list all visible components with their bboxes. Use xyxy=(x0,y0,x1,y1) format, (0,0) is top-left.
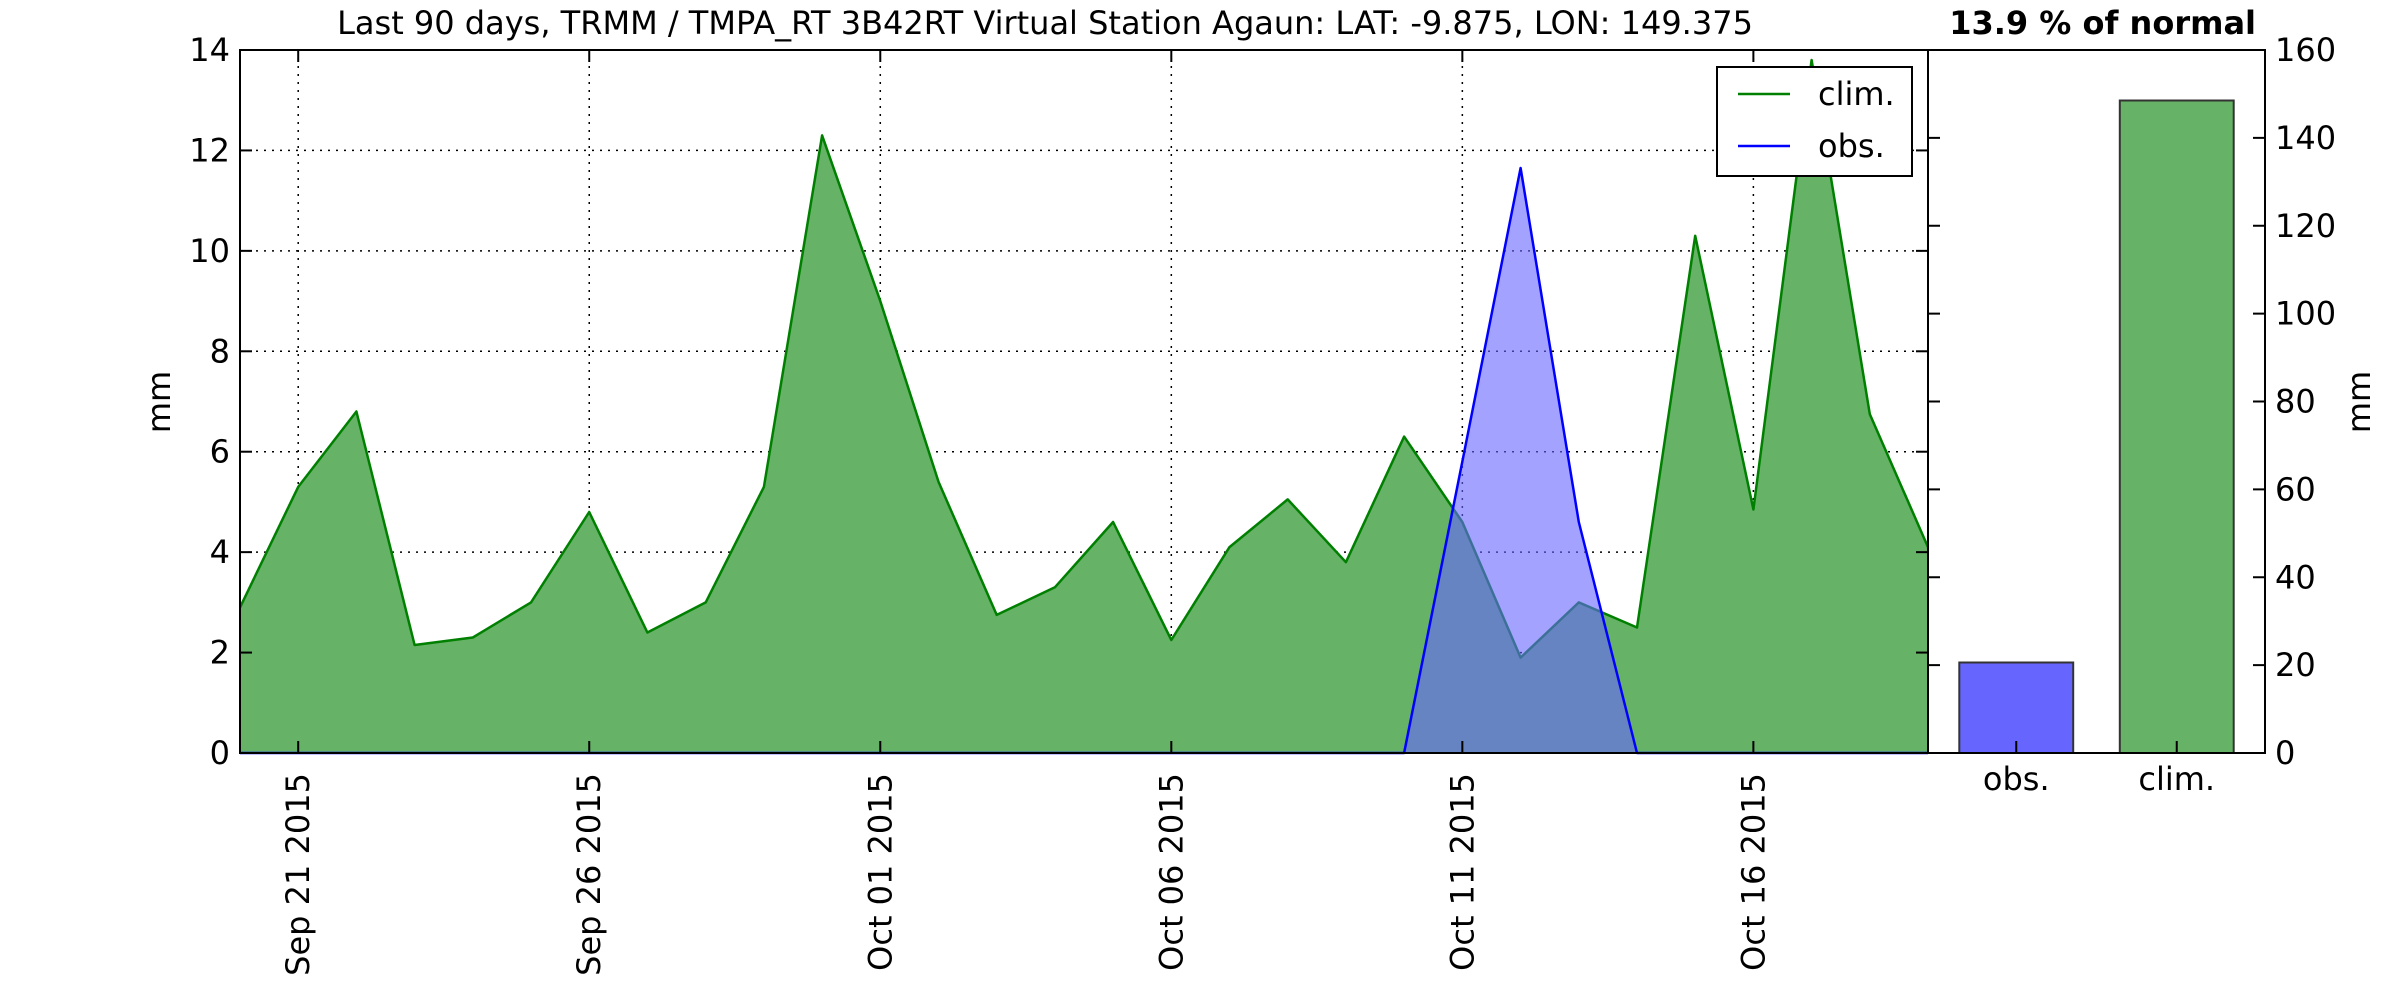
legend-box xyxy=(1716,66,1913,177)
main-x-tick-label: Oct 06 2015 xyxy=(1152,773,1190,971)
main-x-tick-label: Sep 21 2015 xyxy=(279,773,317,976)
side-y-tick-label: 40 xyxy=(2275,558,2316,596)
legend-clim-label: clim. xyxy=(1818,75,1895,113)
main-y-tick-label: 8 xyxy=(210,332,230,370)
main-y-tick-label: 6 xyxy=(210,433,230,471)
side-chart-bars xyxy=(1958,99,2235,754)
main-y-tick-label: 0 xyxy=(210,734,230,772)
legend: clim. obs. xyxy=(1716,66,1913,177)
main-y-tick-label: 4 xyxy=(210,533,230,571)
side-x-tick-label: obs. xyxy=(1983,760,2050,798)
side-y-tick-label: 120 xyxy=(2275,207,2336,245)
main-y-tick-label: 10 xyxy=(189,232,230,270)
side-x-tick-label: clim. xyxy=(2138,760,2215,798)
main-x-tick-label: Sep 26 2015 xyxy=(570,773,608,976)
main-chart-title: Last 90 days, TRMM / TMPA_RT 3B42RT Virt… xyxy=(337,4,1753,42)
main-y-tick-label: 12 xyxy=(189,131,230,169)
side-chart-y-label: mm xyxy=(2340,371,2378,433)
side-y-tick-label: 80 xyxy=(2275,383,2316,421)
side-y-tick-label: 100 xyxy=(2275,295,2336,333)
side-y-tick-label: 20 xyxy=(2275,646,2316,684)
series-0-area xyxy=(240,60,1928,753)
series-1-area xyxy=(240,168,1928,753)
side-chart-title: 13.9 % of normal xyxy=(1949,4,2256,42)
side-y-tick-label: 160 xyxy=(2275,31,2336,69)
main-chart-series xyxy=(238,58,1930,755)
main-y-tick-label: 2 xyxy=(210,634,230,672)
side-y-tick-label: 0 xyxy=(2275,734,2295,772)
bar-obs xyxy=(1958,661,2075,754)
main-chart-y-axis: 0 2 4 6 8 10 12 14 xyxy=(189,31,1928,772)
side-y-tick-label: 60 xyxy=(2275,470,2316,508)
main-x-tick-label: Oct 11 2015 xyxy=(1443,773,1481,971)
main-x-tick-label: Oct 01 2015 xyxy=(861,773,899,971)
main-chart-y-label: mm xyxy=(140,371,178,433)
main-x-tick-label: Oct 16 2015 xyxy=(1734,773,1772,971)
bar-clim xyxy=(2118,99,2235,754)
main-y-tick-label: 14 xyxy=(189,31,230,69)
main-chart-x-axis: Sep 21 2015 Sep 26 2015 Oct 01 2015 Oct 06 … xyxy=(279,50,1772,976)
side-chart-x-axis: obs. clim. xyxy=(1983,741,2215,798)
series-0-line xyxy=(238,58,1930,659)
side-chart-y-axis: 0 20 40 60 80 100 120 140 160 xyxy=(1928,31,2336,772)
legend-obs-label: obs. xyxy=(1818,127,1885,165)
side-y-tick-label: 140 xyxy=(2275,119,2336,157)
